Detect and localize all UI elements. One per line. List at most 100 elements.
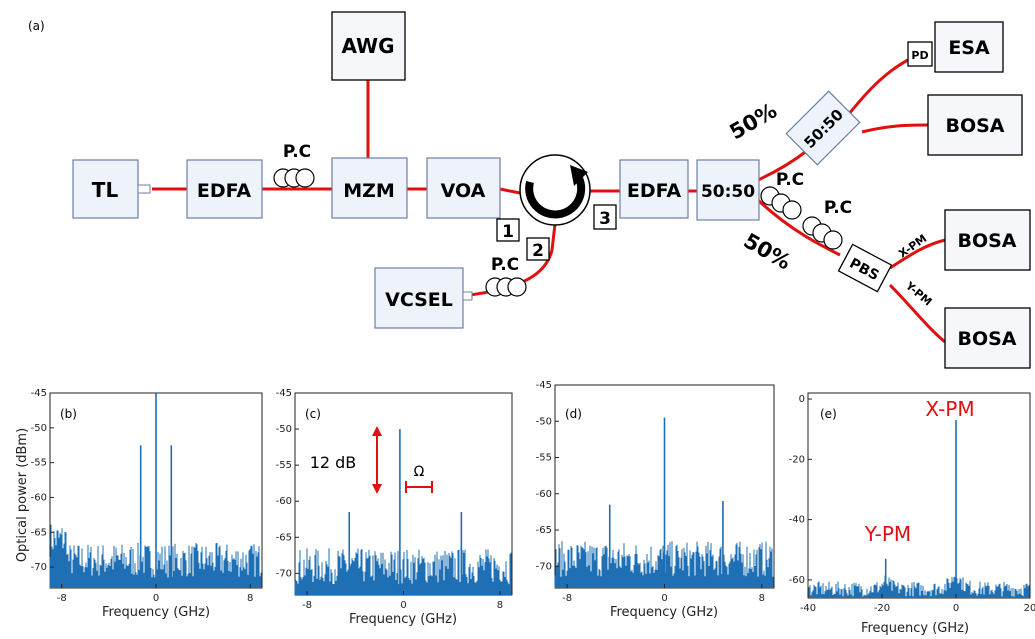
y-tick-label: -40 (789, 515, 805, 526)
spacing-arrow (405, 481, 433, 493)
x-tick-label: -8 (302, 600, 312, 611)
tl-connector (137, 184, 151, 194)
xlabel-e: Frequency (GHz) (861, 621, 969, 636)
awg-label: AWG (341, 34, 394, 58)
x-tick-label: 20 (1024, 603, 1035, 614)
pc2-label: P.C (491, 255, 519, 275)
edfa1-block (186, 159, 263, 219)
xlabel-b: Frequency (GHz) (102, 605, 210, 620)
x-tick-label: 8 (497, 600, 503, 611)
port2-label: 2 (532, 241, 544, 261)
y-tick-label: 0 (799, 394, 805, 405)
ylabel-b: Optical power (dBm) (15, 428, 30, 562)
xpm-peak-label: X-PM (925, 397, 974, 421)
vcsel-connector (462, 291, 473, 301)
panel-label-e: (e) (820, 407, 837, 421)
pc1-label: P.C (283, 142, 311, 162)
noise-floor (49, 524, 262, 588)
pc2-icon (485, 277, 527, 297)
y-tick-label: -45 (276, 388, 292, 399)
port1-label: 1 (502, 222, 514, 242)
x-tick-label: -8 (57, 593, 67, 604)
pc4-icon (802, 216, 843, 250)
coupler2-block: 50:50 (785, 90, 861, 166)
xlabel-d: Frequency (GHz) (610, 605, 718, 620)
y-tick-label: -60 (276, 496, 292, 507)
y-tick-label: -50 (276, 424, 292, 435)
circulator-icon (519, 154, 591, 226)
port3-box (593, 204, 617, 230)
edfa1-label: EDFA (197, 180, 252, 202)
spacing-label: Ω (414, 464, 425, 480)
y-tick-label: -50 (536, 416, 552, 427)
awg-block (331, 11, 406, 81)
bosa1-block (927, 94, 1023, 156)
power-diff-label: 12 dB (310, 453, 357, 472)
y-tick-label: -70 (276, 568, 292, 579)
split-top-label: 50% (726, 98, 782, 144)
y-tick-label: -55 (31, 458, 47, 469)
axes-frame (807, 392, 1031, 599)
mzm-label: MZM (343, 180, 395, 202)
x-tick-label: 0 (400, 600, 406, 611)
ypm-peak-label: Y-PM (864, 522, 911, 546)
chart-c: -8 0 8 -45 -50 -55 -60 -65 -70 (276, 388, 513, 611)
panel-label-b: (b) (60, 407, 77, 421)
y-tick-label: -65 (536, 525, 552, 536)
port2-box (526, 237, 550, 261)
panel-label-c: (c) (305, 407, 321, 421)
coupler1-block (696, 159, 760, 221)
edfa2-label: EDFA (627, 180, 682, 202)
y-tick-label: -20 (789, 454, 805, 465)
bosa1-label: BOSA (945, 115, 1004, 137)
y-tick-label: -55 (536, 453, 552, 464)
y-tick-label: -60 (536, 489, 552, 500)
xlabel-c: Frequency (GHz) (349, 612, 457, 627)
y-tick-label: -70 (31, 562, 47, 573)
pc4-label: P.C (824, 198, 852, 218)
pc1-icon (273, 168, 315, 188)
noise-floor (554, 541, 774, 588)
port1-box (496, 218, 520, 242)
x-tick-label: 8 (759, 593, 765, 604)
pd-label: PD (911, 49, 928, 62)
x-tick-label: 0 (661, 593, 667, 604)
esa-block (934, 21, 1004, 73)
fiber-links (152, 58, 946, 344)
voa-label: VOA (441, 180, 486, 202)
y-tick-label: -50 (31, 423, 47, 434)
x-tick-label: -40 (800, 603, 816, 614)
pc3-icon (760, 186, 802, 220)
bosa3-block (944, 307, 1031, 369)
y-tick-label: -70 (536, 561, 552, 572)
x-tick-label: 0 (953, 603, 959, 614)
bosa2-block (944, 209, 1031, 271)
y-tick-label: -65 (31, 527, 47, 538)
x-tick-label: -20 (874, 603, 890, 614)
y-tick-label: -55 (276, 460, 292, 471)
panel-label-d: (d) (565, 407, 582, 421)
pbs-block: PBS (837, 243, 893, 293)
port3-label: 3 (599, 209, 611, 229)
y-tick-label: -45 (31, 388, 47, 399)
split-bottom-label: 50% (740, 229, 796, 275)
mzm-block (331, 157, 408, 219)
pd-block (907, 41, 933, 67)
tl-label: TL (92, 178, 119, 202)
vcsel-block (374, 267, 464, 329)
panel-label-a: (a) (28, 19, 45, 33)
power-diff-arrow (372, 426, 382, 494)
x-tick-label: -8 (562, 593, 572, 604)
x-tick-label: 8 (247, 593, 253, 604)
bosa2-label: BOSA (957, 230, 1016, 252)
esa-label: ESA (948, 37, 990, 59)
coupler1-label: 50:50 (701, 182, 755, 202)
vcsel-label: VCSEL (385, 289, 453, 311)
noise-floor (807, 572, 1030, 598)
y-tick-label: -65 (276, 532, 292, 543)
chart-d: -8 0 8 -45 -50 -55 -60 -65 -70 (536, 380, 775, 604)
x-tick-label: 0 (153, 593, 159, 604)
edfa2-block (619, 159, 689, 219)
chart-b: -8 0 8 -45 -50 -55 -60 -65 -70 (31, 388, 263, 604)
